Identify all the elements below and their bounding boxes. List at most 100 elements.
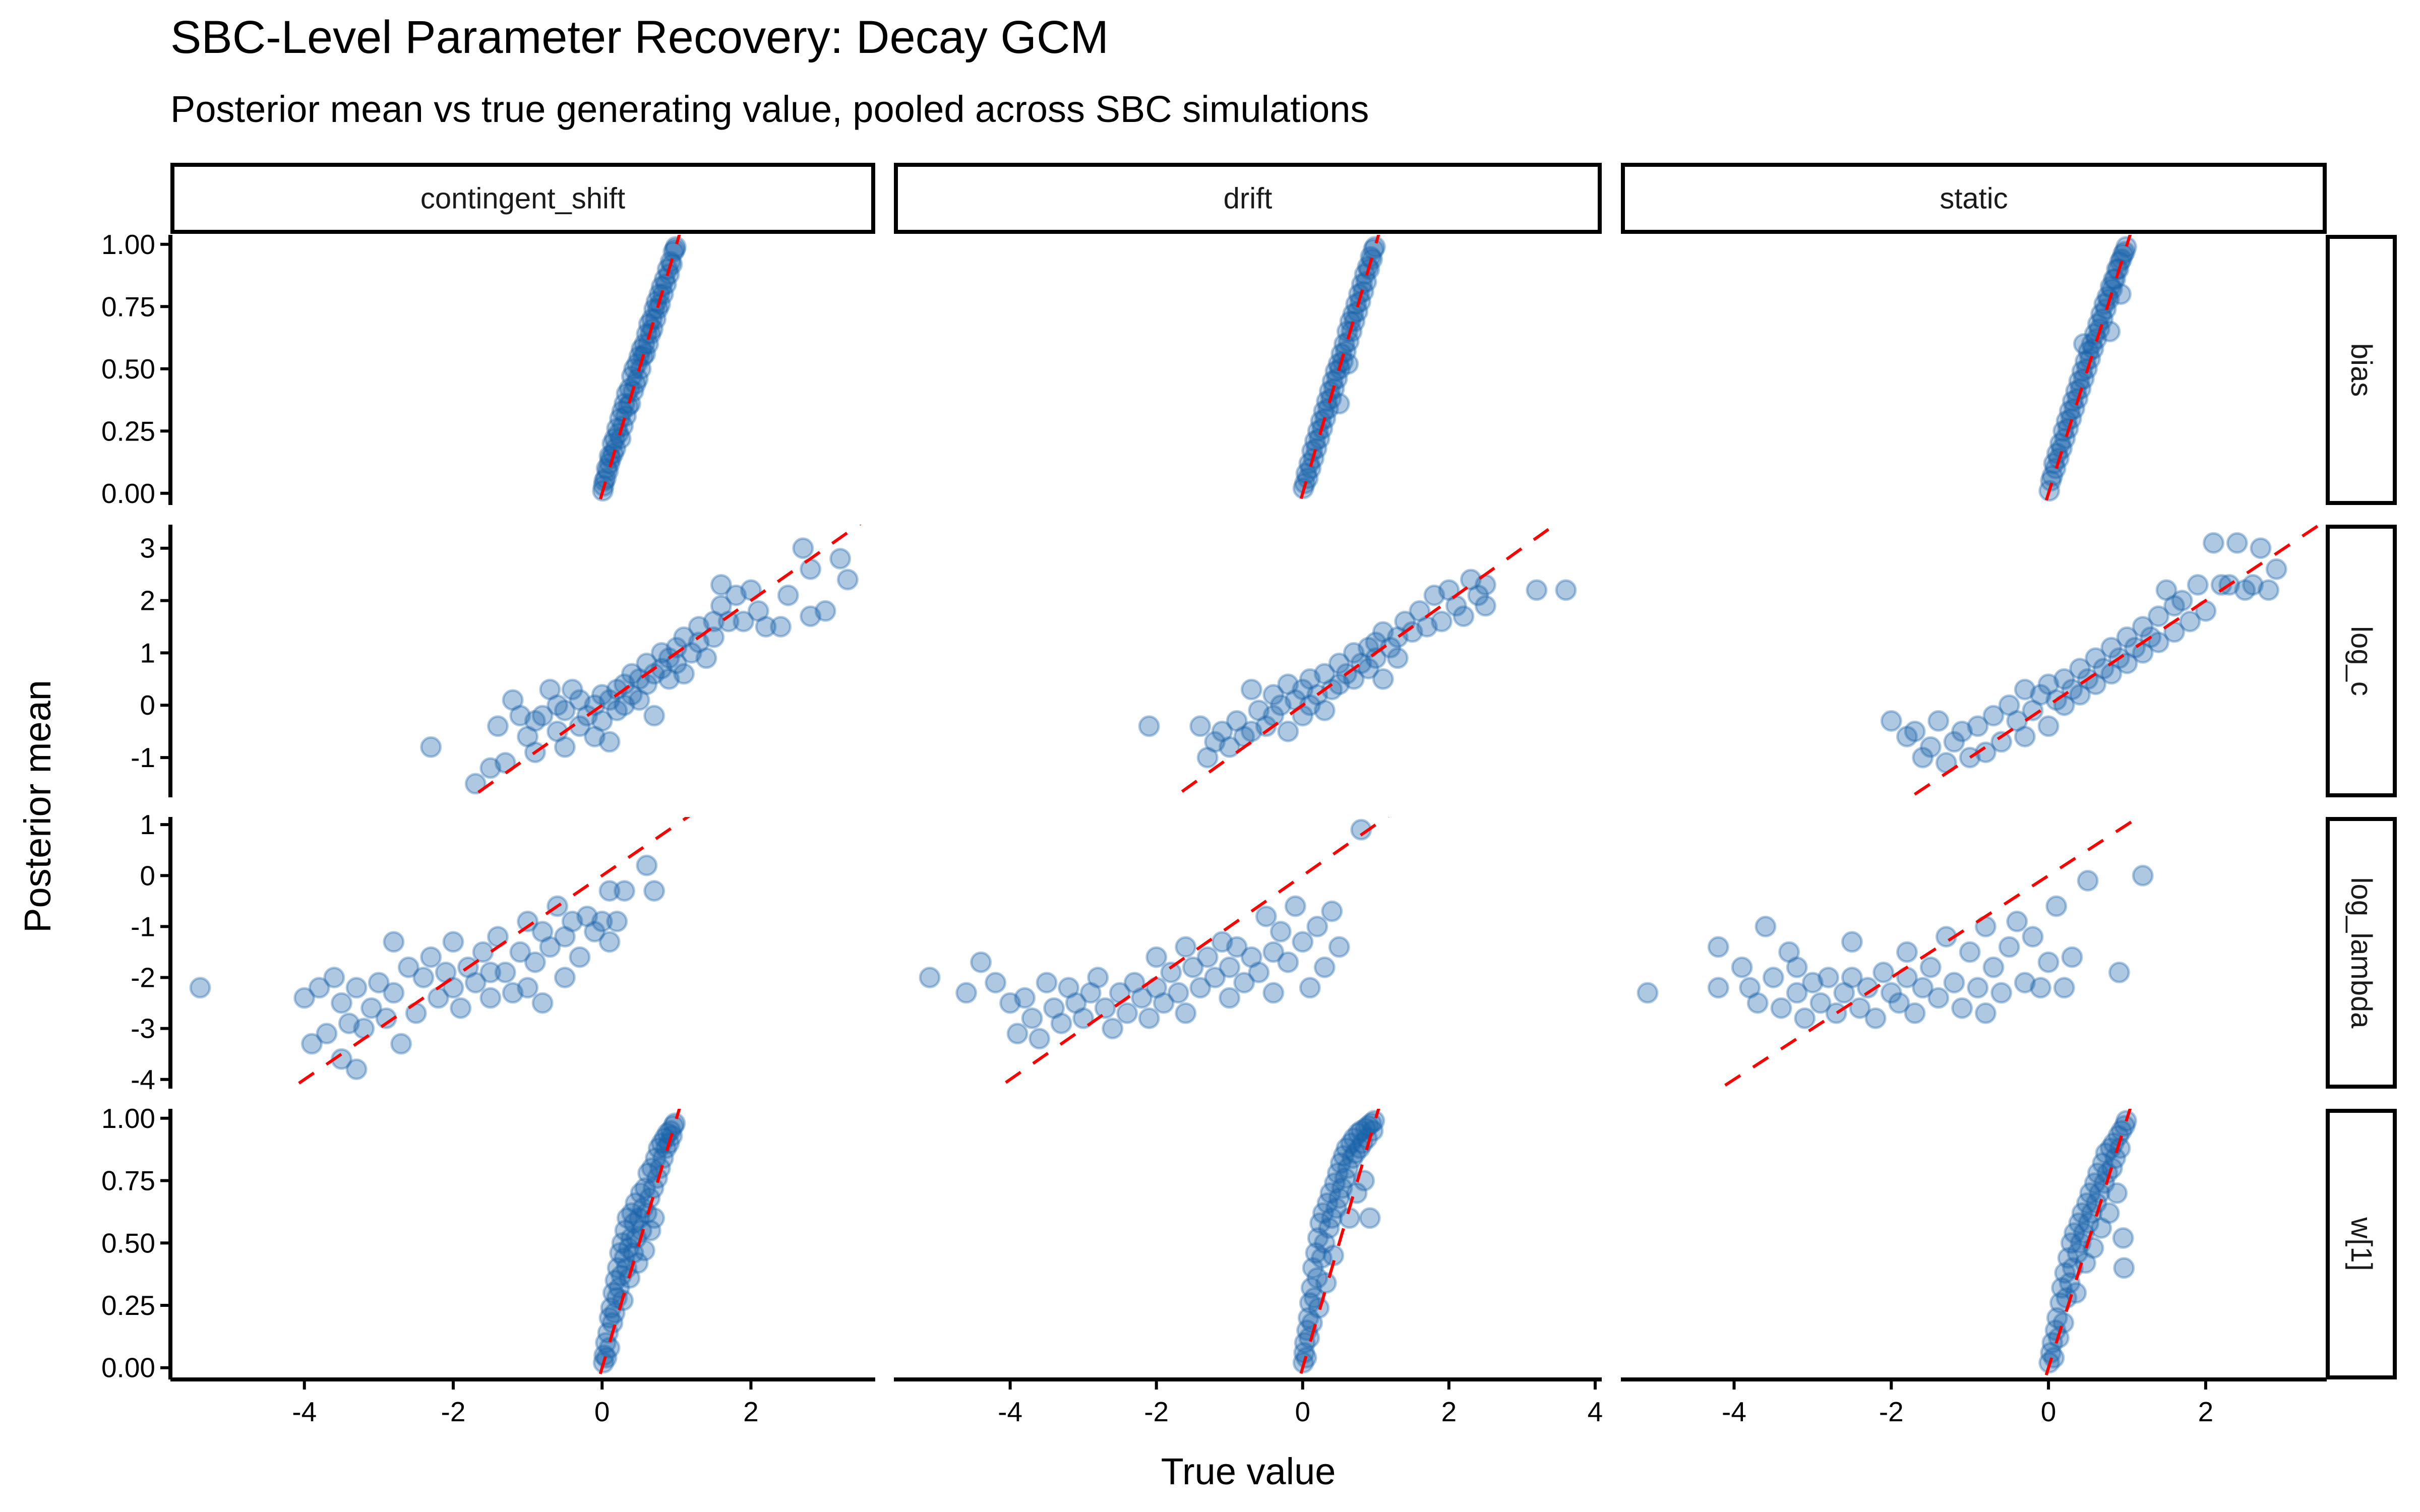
data-point (1974, 1002, 1996, 1024)
data-point (611, 400, 633, 422)
x-axis-title: True value (1161, 1451, 1336, 1492)
data-point (1386, 647, 1409, 669)
data-point (999, 992, 1021, 1014)
data-point (2099, 1137, 2122, 1159)
data-point (1315, 1272, 1337, 1294)
data-point (1864, 1007, 1887, 1029)
data-point (390, 1033, 412, 1055)
y-axis-log-lambda: -4 -3 -2 -1 0 1 (131, 809, 172, 1095)
data-point (662, 241, 685, 263)
data-point (1262, 684, 1285, 706)
data-point (450, 997, 472, 1019)
data-point (2132, 864, 2154, 887)
data-point (2242, 574, 2264, 596)
data-point (970, 951, 992, 973)
data-point (1801, 972, 1824, 994)
panel-log-c-static (1880, 525, 2323, 797)
data-point (919, 967, 941, 988)
data-point (531, 921, 554, 942)
strip-box (894, 163, 1602, 234)
data-point (494, 961, 516, 983)
strip-box (2326, 1109, 2397, 1379)
column-strips: contingent_shift drift static (170, 163, 2327, 234)
points-layer (1292, 1110, 1385, 1374)
data-point (1182, 956, 1204, 978)
data-point (615, 405, 637, 427)
data-point (2265, 558, 2287, 580)
y-tick-label: 1 (140, 809, 155, 840)
points-layer (189, 854, 666, 1081)
data-point (2203, 532, 2224, 554)
column-strip-contingent-shift: contingent_shift (170, 163, 875, 234)
data-point (1269, 921, 1292, 942)
data-point (1951, 720, 1973, 742)
data-point (2061, 946, 2083, 968)
data-point (293, 987, 316, 1009)
data-point (1087, 967, 1109, 988)
data-point (2037, 673, 2060, 696)
data-point (1927, 710, 1950, 732)
data-point (1359, 1207, 1381, 1229)
identity-reference-line (994, 817, 1389, 1089)
data-point (308, 977, 330, 999)
data-point (625, 1192, 647, 1214)
data-point (1318, 1217, 1340, 1239)
data-point (1959, 941, 1981, 963)
x-tick-label: 0 (1295, 1396, 1310, 1427)
data-point (2112, 1227, 2134, 1249)
data-point (1160, 961, 1182, 983)
data-point (645, 308, 667, 330)
data-point (1474, 595, 1496, 617)
row-strips: bias log_c log_lambda w[1] (2326, 235, 2397, 1379)
data-point (2037, 951, 2060, 973)
data-point (1841, 931, 1863, 953)
row-strip-log-lambda: log_lambda (2326, 817, 2397, 1089)
data-point (2104, 1147, 2127, 1169)
data-point (1321, 1207, 1343, 1229)
data-point (673, 663, 695, 685)
y-axis-log-c: -1 0 1 2 3 (131, 525, 172, 797)
data-point (2014, 972, 2036, 994)
data-point (502, 982, 524, 1004)
data-point (1364, 236, 1386, 258)
data-point (747, 600, 769, 622)
data-point (2067, 1242, 2089, 1264)
data-point (609, 1242, 631, 1264)
row-strip-w-1-: w[1] (2326, 1109, 2397, 1379)
identity-reference-line (288, 817, 691, 1089)
data-point (1204, 731, 1226, 753)
identity-reference-line (468, 525, 862, 797)
data-point (598, 1307, 621, 1329)
points-layer (919, 818, 1372, 1050)
data-point (2115, 236, 2137, 258)
data-point (2022, 926, 2044, 948)
data-point (1372, 621, 1394, 643)
data-point (1357, 1115, 1379, 1137)
facet-panels (189, 235, 2323, 1379)
data-point (524, 710, 546, 732)
data-point (383, 982, 405, 1004)
data-point (1299, 977, 1321, 999)
data-point (1307, 1227, 1329, 1249)
x-tick-label: 4 (1588, 1396, 1603, 1427)
data-point (1313, 700, 1336, 722)
data-point (1072, 1007, 1095, 1029)
panel-bias-static (2038, 235, 2137, 505)
data-point (598, 931, 621, 953)
data-point (1778, 941, 1800, 963)
data-point (643, 880, 666, 902)
identity-reference-line (597, 235, 681, 505)
data-point (1880, 982, 1902, 1004)
data-point (1467, 584, 1489, 606)
data-point (509, 705, 531, 727)
data-point (955, 982, 978, 1004)
points-layer (1880, 532, 2287, 774)
column-strip-drift: drift (894, 163, 1602, 234)
data-point (2132, 616, 2154, 638)
data-point (1707, 936, 1729, 958)
data-point (733, 610, 755, 633)
x-tick-label: -2 (1144, 1396, 1169, 1427)
data-point (1637, 982, 1659, 1004)
data-point (1211, 720, 1233, 742)
data-point (524, 951, 546, 973)
